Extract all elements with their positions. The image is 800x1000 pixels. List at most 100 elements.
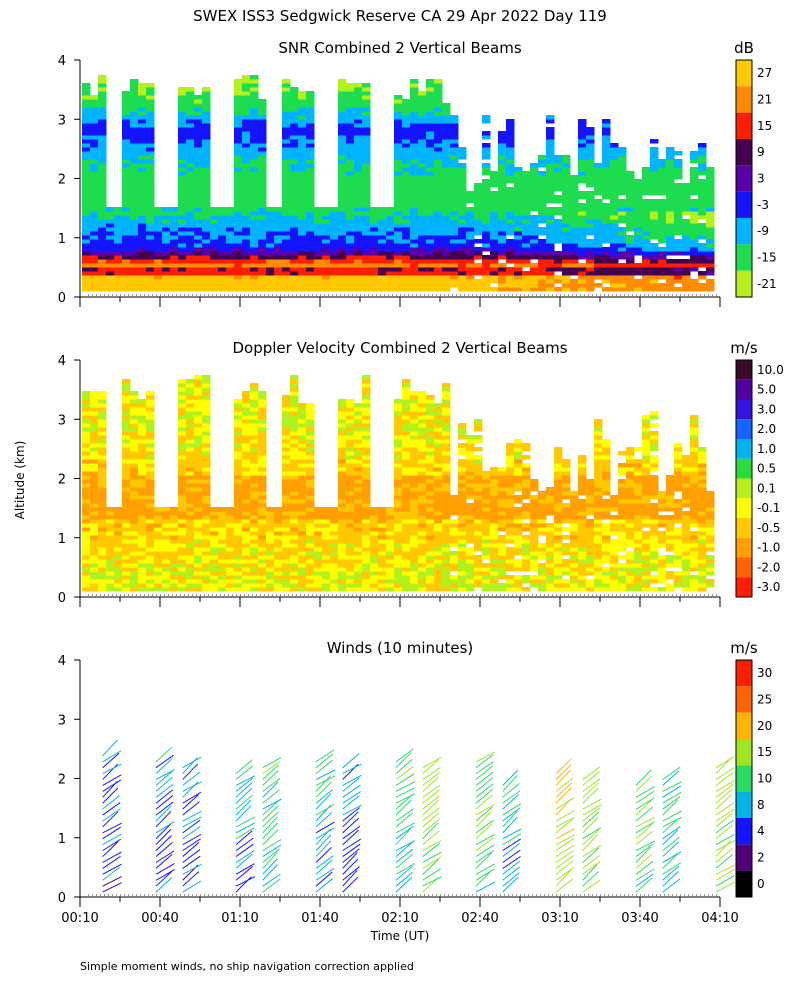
- heatmap-cell: [378, 227, 387, 232]
- heatmap-cell: [370, 287, 379, 292]
- heatmap-cell: [586, 227, 595, 232]
- heatmap-cell: [346, 519, 355, 524]
- heatmap-cell: [162, 271, 171, 276]
- heatmap-cell: [426, 583, 435, 588]
- heatmap-cell: [562, 215, 571, 220]
- heatmap-cell: [442, 131, 451, 136]
- heatmap-cell: [106, 547, 115, 552]
- heatmap-cell: [234, 579, 243, 584]
- heatmap-cell: [394, 511, 403, 516]
- heatmap-cell: [290, 283, 299, 288]
- heatmap-cell: [466, 247, 475, 252]
- heatmap-cell: [394, 463, 403, 468]
- heatmap-cell: [434, 427, 443, 432]
- heatmap-cell: [362, 583, 371, 588]
- heatmap-cell: [306, 223, 315, 228]
- heatmap-cell: [138, 419, 147, 424]
- heatmap-cell: [602, 227, 611, 232]
- heatmap-cell: [178, 487, 187, 492]
- heatmap-cell: [442, 215, 451, 220]
- heatmap-cell: [90, 531, 99, 536]
- heatmap-cell: [226, 279, 235, 284]
- heatmap-cell: [138, 135, 147, 140]
- heatmap-cell: [234, 507, 243, 512]
- heatmap-cell: [474, 571, 483, 576]
- heatmap-cell: [226, 551, 235, 556]
- heatmap-cell: [426, 207, 435, 212]
- heatmap-cell: [250, 167, 259, 172]
- heatmap-cell: [146, 391, 155, 396]
- heatmap-cell: [250, 487, 259, 492]
- heatmap-cell: [202, 503, 211, 508]
- heatmap-cell: [122, 475, 131, 480]
- heatmap-cell: [682, 263, 691, 268]
- heatmap-cell: [466, 583, 475, 588]
- heatmap-cell: [306, 275, 315, 280]
- heatmap-cell: [90, 247, 99, 252]
- heatmap-cell: [410, 555, 419, 560]
- heatmap-cell: [450, 211, 459, 216]
- heatmap-cell: [186, 575, 195, 580]
- heatmap-cell: [634, 195, 643, 200]
- heatmap-cell: [250, 403, 259, 408]
- heatmap-cell: [434, 583, 443, 588]
- heatmap-cell: [418, 475, 427, 480]
- heatmap-cell: [706, 199, 715, 204]
- heatmap-cell: [258, 143, 267, 148]
- heatmap-cell: [434, 439, 443, 444]
- heatmap-cell: [338, 179, 347, 184]
- heatmap-cell: [98, 527, 107, 532]
- heatmap-cell: [562, 191, 571, 196]
- heatmap-cell: [482, 115, 491, 120]
- heatmap-cell: [306, 171, 315, 176]
- heatmap-cell: [186, 139, 195, 144]
- heatmap-cell: [178, 251, 187, 256]
- heatmap-cell: [522, 207, 531, 212]
- heatmap-cell: [290, 547, 299, 552]
- heatmap-cell: [194, 179, 203, 184]
- y-tick-label: 4: [58, 54, 66, 69]
- heatmap-cell: [346, 443, 355, 448]
- heatmap-cell: [610, 151, 619, 156]
- heatmap-cell: [322, 267, 331, 272]
- heatmap-cell: [434, 119, 443, 124]
- heatmap-cell: [242, 191, 251, 196]
- heatmap-cell: [682, 239, 691, 244]
- heatmap-cell: [546, 271, 555, 276]
- heatmap-cell: [122, 219, 131, 224]
- heatmap-cell: [226, 575, 235, 580]
- heatmap-cell: [482, 179, 491, 184]
- heatmap-cell: [314, 511, 323, 516]
- heatmap-cell: [250, 179, 259, 184]
- heatmap-cell: [194, 251, 203, 256]
- heatmap-cell: [130, 463, 139, 468]
- heatmap-cell: [258, 119, 267, 124]
- heatmap-cell: [98, 563, 107, 568]
- heatmap-cell: [642, 231, 651, 236]
- heatmap-cell: [410, 527, 419, 532]
- heatmap-cell: [258, 271, 267, 276]
- heatmap-cell: [362, 91, 371, 96]
- heatmap-cell: [442, 191, 451, 196]
- heatmap-cell: [282, 399, 291, 404]
- heatmap-cell: [186, 111, 195, 116]
- heatmap-cell: [290, 555, 299, 560]
- heatmap-cell: [178, 567, 187, 572]
- heatmap-cell: [258, 183, 267, 188]
- heatmap-cell: [546, 163, 555, 168]
- heatmap-cell: [226, 555, 235, 560]
- heatmap-cell: [562, 171, 571, 176]
- heatmap-cell: [706, 263, 715, 268]
- heatmap-cell: [554, 175, 563, 180]
- heatmap-cell: [554, 267, 563, 272]
- heatmap-cell: [90, 487, 99, 492]
- heatmap-cell: [442, 423, 451, 428]
- heatmap-cell: [138, 191, 147, 196]
- heatmap-cell: [426, 167, 435, 172]
- heatmap-cell: [522, 259, 531, 264]
- heatmap-cell: [282, 175, 291, 180]
- heatmap-cell: [290, 111, 299, 116]
- heatmap-cell: [618, 151, 627, 156]
- heatmap-cell: [506, 223, 515, 228]
- heatmap-cell: [98, 551, 107, 556]
